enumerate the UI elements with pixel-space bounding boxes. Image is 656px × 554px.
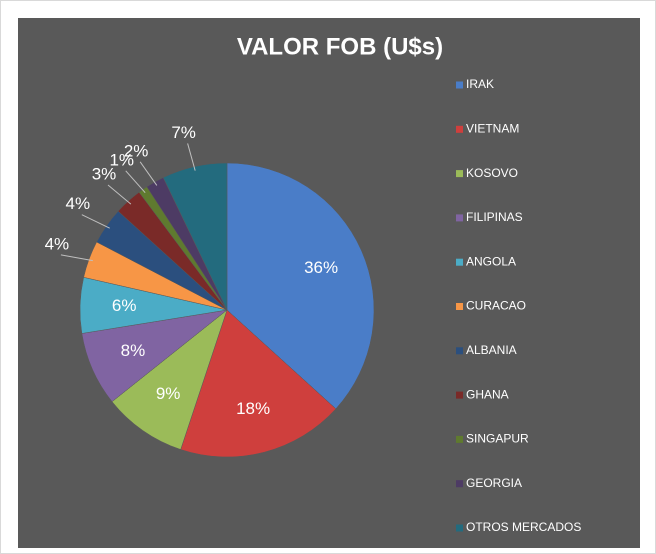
legend-swatch — [456, 81, 463, 89]
data-label: 7% — [171, 123, 196, 142]
legend-swatch — [456, 391, 463, 399]
legend-swatch — [456, 524, 463, 532]
data-label: 9% — [156, 384, 181, 403]
legend-swatch — [456, 303, 463, 310]
legend-label: FILIPINAS — [466, 210, 523, 224]
legend-label: SINGAPUR — [466, 432, 529, 446]
chart-title: VALOR FOB (U$s) — [237, 33, 443, 60]
legend-label: IRAK — [466, 77, 494, 91]
leader-line — [139, 161, 158, 186]
leader-line — [125, 170, 146, 194]
data-label: 2% — [124, 141, 149, 160]
legend-swatch — [456, 258, 463, 266]
legend-label: ANGOLA — [466, 254, 516, 268]
legend-label: KOSOVO — [466, 166, 518, 180]
legend-swatch — [456, 480, 463, 488]
pie-slice — [226, 162, 375, 410]
leader-line — [187, 143, 196, 171]
data-label: 4% — [66, 194, 91, 213]
pie-slice — [111, 309, 228, 450]
legend-swatch — [456, 214, 463, 222]
legend-label: GHANA — [466, 387, 509, 401]
data-label: 4% — [45, 234, 70, 253]
data-label: 6% — [112, 296, 137, 315]
legend-swatch — [456, 170, 463, 178]
leader-line — [107, 184, 132, 205]
leader-line — [60, 254, 93, 262]
data-label: 8% — [121, 341, 146, 360]
legend-label: CURACAO — [466, 299, 526, 313]
data-label: 1% — [109, 150, 134, 169]
legend-label: OTROS MERCADOS — [466, 520, 581, 534]
data-label: 18% — [236, 399, 270, 418]
leader-line — [81, 214, 110, 229]
data-label: 36% — [304, 258, 338, 277]
legend-label: GEORGIA — [466, 476, 522, 490]
legend-label: VIETNAM — [466, 121, 519, 135]
legend-swatch — [456, 125, 463, 133]
legend-label: ALBANIA — [466, 343, 517, 357]
legend-swatch — [456, 347, 463, 355]
data-label: 3% — [92, 164, 117, 183]
legend-swatch — [456, 435, 463, 443]
pie-slice — [180, 309, 337, 458]
